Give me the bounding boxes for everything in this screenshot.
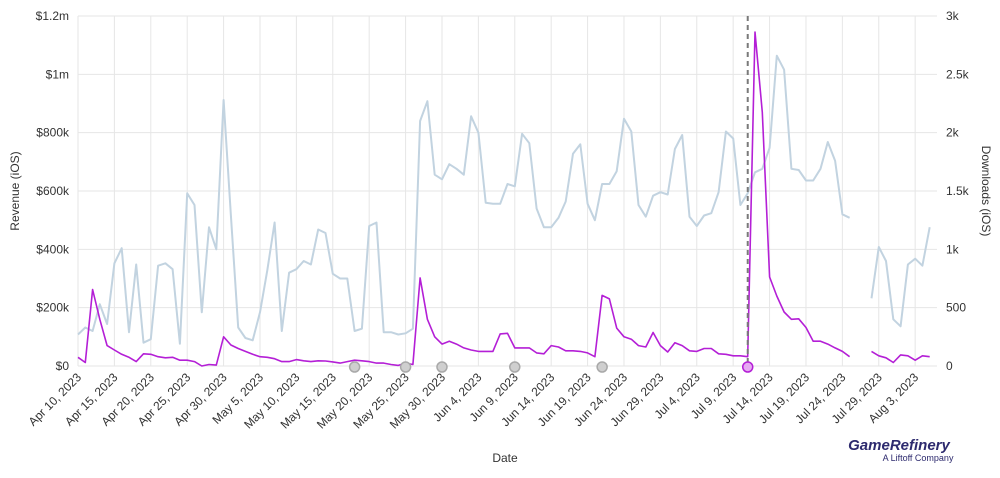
highlighted-event-marker xyxy=(741,361,754,373)
y-axis-right-title: Downloads (iOS) xyxy=(979,146,993,237)
series-layer xyxy=(77,16,931,367)
event-marker xyxy=(596,361,608,373)
y-right-tick-label: 2k xyxy=(946,126,960,140)
y-right-tick-label: 2.5k xyxy=(946,67,970,81)
y-left-tick-label: $0 xyxy=(56,359,70,373)
revenue-ios-series-line xyxy=(77,31,851,367)
y-left-tick-label: $600k xyxy=(36,184,70,198)
grid-layer xyxy=(77,15,937,367)
logo-sub-text: A Liftoff Company xyxy=(883,453,954,463)
gamerefinery-logo: GameRefinery A Liftoff Company xyxy=(848,437,954,463)
event-marker xyxy=(399,361,412,373)
y-left-tick-label: $1m xyxy=(46,67,69,81)
event-marker xyxy=(348,361,361,373)
axis-layer: $0 0 $200k 500 $400k 1k $600k 1.5k $800k 2k $1m 2.5… xyxy=(26,9,970,432)
y-right-tick-label: 0 xyxy=(946,359,953,373)
revenue-ios-series-line xyxy=(871,350,930,364)
downloads-ios-series-line xyxy=(870,227,931,328)
y-left-tick-label: $800k xyxy=(36,126,70,140)
y-right-tick-label: 1.5k xyxy=(946,184,970,198)
y-left-tick-label: $400k xyxy=(36,242,70,256)
event-marker xyxy=(509,361,521,373)
logo-main-text: GameRefinery xyxy=(848,437,950,454)
x-axis-title: Date xyxy=(492,451,518,465)
y-axis-left-title: Revenue (iOS) xyxy=(8,151,22,230)
y-left-tick-label: $200k xyxy=(36,301,70,315)
downloads-ios-series-line xyxy=(77,54,851,345)
event-marker xyxy=(436,361,448,373)
y-left-tick-label: $1.2m xyxy=(36,9,69,23)
y-right-tick-label: 500 xyxy=(946,301,966,315)
y-right-tick-label: 1k xyxy=(946,242,960,256)
y-right-tick-label: 3k xyxy=(946,9,960,23)
